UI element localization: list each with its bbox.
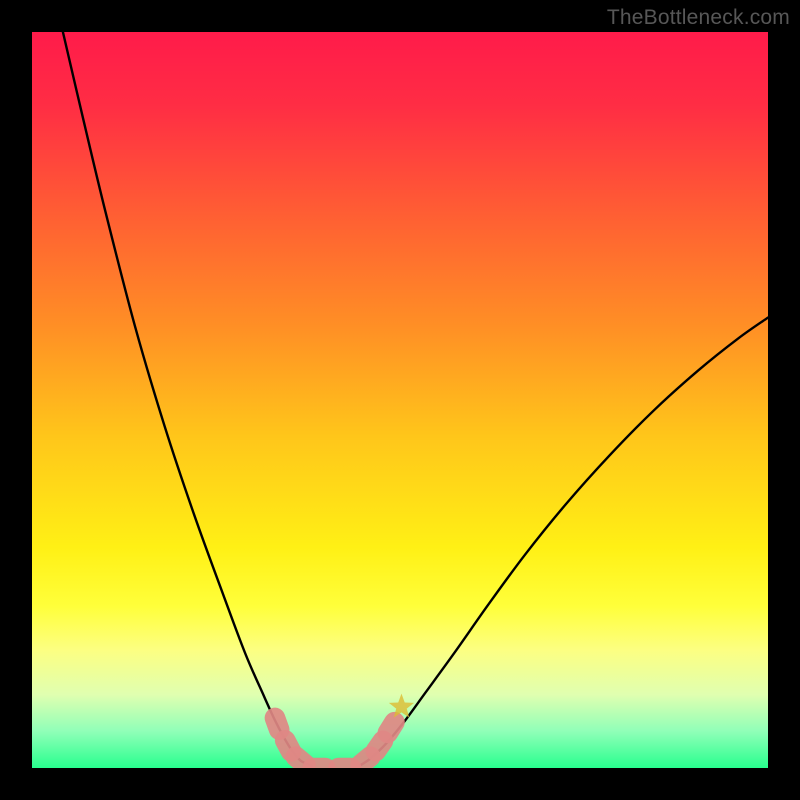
- gradient-background: [32, 32, 768, 768]
- bottleneck-chart: [0, 0, 800, 800]
- watermark-text: TheBottleneck.com: [607, 6, 790, 30]
